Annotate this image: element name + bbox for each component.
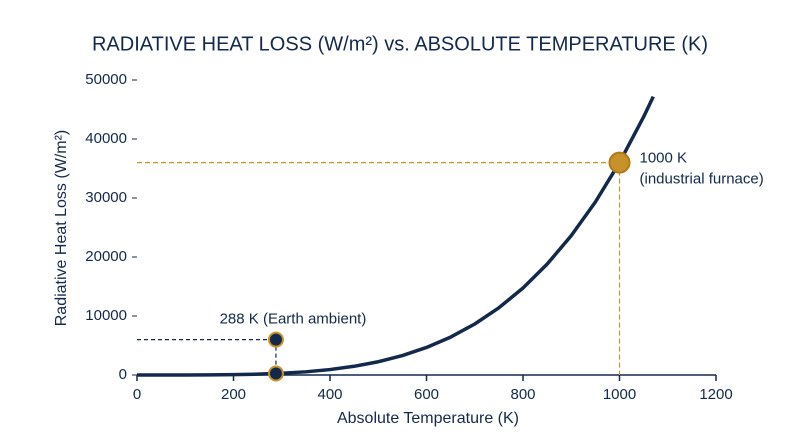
y-axis-label: Radiative Heat Loss (W/m²) <box>53 130 70 327</box>
annotation: (industrial furnace) <box>640 171 764 188</box>
annotation: 288 K (Earth ambient) <box>220 311 367 328</box>
x-tick-label: 200 <box>221 386 246 403</box>
x-tick-label: 600 <box>414 386 439 403</box>
point-marker <box>267 331 284 348</box>
x-tick-label: 400 <box>317 386 342 403</box>
y-tick-label: 50000 <box>85 71 127 88</box>
y-tick-label: 10000 <box>85 307 127 324</box>
y-tick-label: 40000 <box>85 130 127 147</box>
point-marker <box>608 151 631 174</box>
y-tick-label: 0 <box>119 366 127 383</box>
y-tick-label: 20000 <box>85 248 127 265</box>
x-tick-label: 0 <box>133 386 141 403</box>
chart-title: RADIATIVE HEAT LOSS (W/m²) vs. ABSOLUTE … <box>92 33 708 55</box>
x-tick-label: 800 <box>510 386 535 403</box>
curve <box>137 95 655 377</box>
y-tick-label: 30000 <box>85 189 127 206</box>
x-tick-label: 1000 <box>603 386 636 403</box>
point-marker <box>267 365 284 382</box>
x-tick-label: 1200 <box>699 386 732 403</box>
annotation: 1000 K <box>640 150 688 167</box>
x-axis-label: Absolute Temperature (K) <box>337 410 519 427</box>
